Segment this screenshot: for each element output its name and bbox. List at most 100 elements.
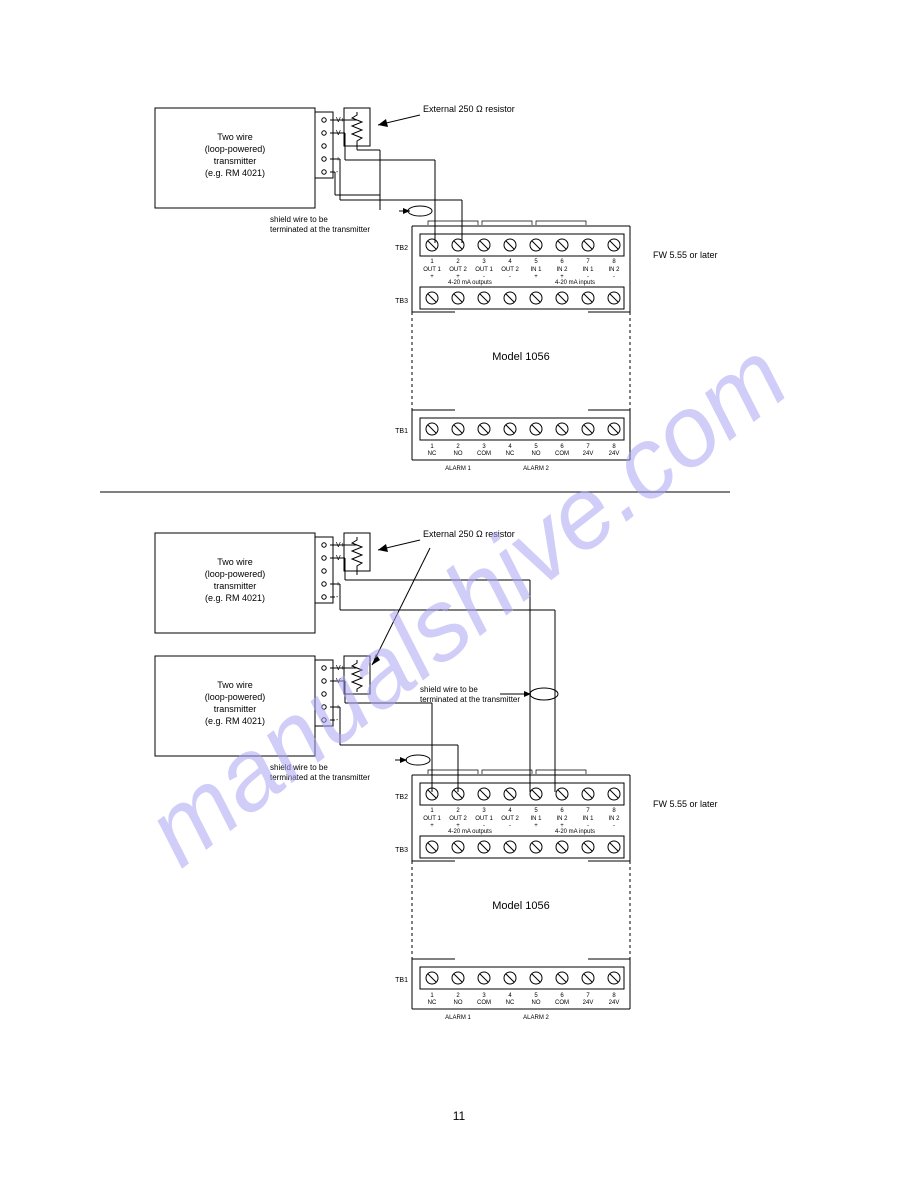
svg-text:1: 1 [430,993,434,999]
svg-text:-: - [613,823,615,829]
svg-text:+: + [430,274,434,280]
page-number: 11 [453,1109,466,1123]
resistor-label-2: External 250 Ω resistor [423,529,515,539]
svg-text:OUT 1: OUT 1 [423,816,441,822]
controller: TB2 1234 5678 OUT 1OUT 2OUT 1OUT [395,221,630,472]
svg-text:OUT 2: OUT 2 [501,267,519,273]
svg-text:TB3: TB3 [395,847,408,854]
shield-ellipse [408,206,432,216]
firmware-label: FW 5.55 or later [653,250,718,260]
svg-text:ALARM 1: ALARM 1 [445,466,471,472]
svg-text:OUT 2: OUT 2 [501,816,519,822]
svg-text:6: 6 [560,259,564,265]
resistor-label: External 250 Ω resistor [423,104,515,114]
diagram-2: Two wire(loop-powered)transmitter(e.g. R… [155,529,718,1021]
svg-text:3: 3 [482,259,486,265]
svg-text:ALARM 1: ALARM 1 [445,1015,471,1021]
svg-text:8: 8 [612,259,616,265]
svg-text:24V: 24V [583,1000,594,1006]
svg-text:4-20 mA inputs: 4-20 mA inputs [555,280,595,286]
svg-text:24V: 24V [609,451,620,457]
transmitter-title: Two wire(loop-powered)transmitter(e.g. R… [205,132,266,178]
svg-text:NO: NO [532,451,541,457]
svg-text:IN 2: IN 2 [608,816,620,822]
tb3-label: TB3 [395,298,408,305]
svg-text:1: 1 [430,444,434,450]
svg-text:2: 2 [456,259,460,265]
svg-text:24V: 24V [583,451,594,457]
svg-text:2: 2 [456,808,460,814]
svg-text:NC: NC [428,1000,437,1006]
svg-text:+: + [430,823,434,829]
svg-text:NC: NC [506,1000,515,1006]
svg-text:-: - [336,169,339,176]
tb1-label: TB1 [395,428,408,435]
svg-text:terminated at the transmitter: terminated at the transmitter [270,773,370,782]
svg-text:6: 6 [560,993,564,999]
controller-2: TB2 1234 5678 OUT 1OUT 2OUT 1OUT 2 IN 1I… [395,770,630,1021]
svg-text:COM: COM [555,451,569,457]
svg-text:COM: COM [555,1000,569,1006]
svg-text:2: 2 [456,444,460,450]
svg-text:NO: NO [532,1000,541,1006]
svg-text:1: 1 [430,259,434,265]
svg-text:shield wire to be: shield wire to be [420,685,478,694]
svg-text:5: 5 [534,259,538,265]
tb2-terminals [426,239,620,251]
diagram-svg: Two wire(loop-powered)transmitter(e.g. R… [0,0,918,1188]
svg-text:8: 8 [612,993,616,999]
svg-text:4-20 mA inputs: 4-20 mA inputs [555,829,595,835]
svg-text:OUT 2: OUT 2 [449,816,467,822]
svg-text:4: 4 [508,993,512,999]
svg-text:3: 3 [482,444,486,450]
svg-text:4-20 mA outputs: 4-20 mA outputs [448,280,492,286]
svg-text:IN 2: IN 2 [608,267,620,273]
svg-text:7: 7 [586,808,590,814]
svg-text:8: 8 [612,808,616,814]
resistor-zigzag-icon [352,112,362,144]
svg-text:COM: COM [477,451,491,457]
svg-text:OUT 1: OUT 1 [423,267,441,273]
svg-text:NC: NC [428,451,437,457]
svg-text:IN 1: IN 1 [582,816,594,822]
svg-text:IN 2: IN 2 [556,816,568,822]
svg-text:4: 4 [508,444,512,450]
svg-text:OUT 1: OUT 1 [475,267,493,273]
arrow-icon [378,119,388,127]
svg-text:6: 6 [560,444,564,450]
svg-text:1: 1 [430,808,434,814]
svg-text:8: 8 [612,444,616,450]
svg-text:TB1: TB1 [395,977,408,984]
svg-text:7: 7 [586,444,590,450]
svg-text:NO: NO [454,1000,463,1006]
controller-title: Model 1056 [492,351,550,363]
svg-text:ALARM 2: ALARM 2 [523,1015,549,1021]
svg-text:IN 2: IN 2 [556,267,568,273]
controller2-title: Model 1056 [492,900,550,912]
svg-text:3: 3 [482,808,486,814]
svg-text:7: 7 [586,993,590,999]
diagram-1: Two wire(loop-powered)transmitter(e.g. R… [155,104,718,472]
svg-text:COM: COM [477,1000,491,1006]
svg-text:4: 4 [508,808,512,814]
svg-text:+: + [534,823,538,829]
svg-text:IN 1: IN 1 [530,816,542,822]
svg-text:ALARM 2: ALARM 2 [523,466,549,472]
svg-text:7: 7 [586,259,590,265]
svg-text:2: 2 [456,993,460,999]
svg-text:OUT 2: OUT 2 [449,267,467,273]
svg-text:shield wire to be: shield wire to be [270,763,328,772]
svg-text:terminated at the transmitter: terminated at the transmitter [420,695,520,704]
svg-text:Two wire(loop-powered)transmit: Two wire(loop-powered)transmitter(e.g. R… [205,557,266,603]
svg-text:Two wire(loop-powered)transmit: Two wire(loop-powered)transmitter(e.g. R… [205,680,266,726]
svg-text:-: - [336,717,339,724]
svg-text:NC: NC [506,451,515,457]
svg-text:3: 3 [482,993,486,999]
svg-text:24V: 24V [609,1000,620,1006]
svg-text:IN 1: IN 1 [582,267,594,273]
svg-text:4: 4 [508,259,512,265]
svg-text:NO: NO [454,451,463,457]
svg-text:4-20 mA outputs: 4-20 mA outputs [448,829,492,835]
shield-note-line2: terminated at the transmitter [270,225,370,234]
svg-text:TB2: TB2 [395,794,408,801]
